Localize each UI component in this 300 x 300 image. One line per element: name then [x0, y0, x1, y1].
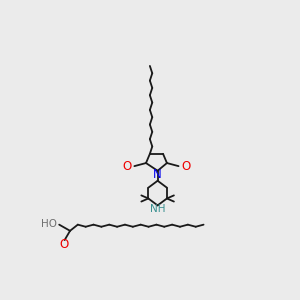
Text: O: O: [59, 238, 68, 251]
Text: O: O: [122, 160, 131, 172]
Text: HO: HO: [41, 219, 57, 229]
Text: N: N: [153, 168, 162, 181]
Text: NH: NH: [150, 204, 165, 214]
Text: O: O: [182, 160, 191, 172]
